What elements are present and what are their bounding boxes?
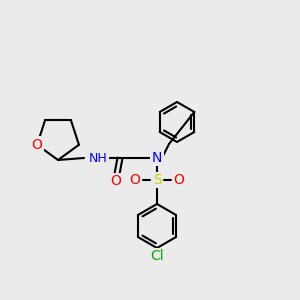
Text: NH: NH xyxy=(88,152,107,164)
Text: N: N xyxy=(152,151,162,165)
Text: S: S xyxy=(153,173,161,187)
Text: O: O xyxy=(32,138,43,152)
Text: O: O xyxy=(174,173,184,187)
Text: O: O xyxy=(111,174,122,188)
Text: O: O xyxy=(130,173,140,187)
Text: Cl: Cl xyxy=(150,249,164,263)
